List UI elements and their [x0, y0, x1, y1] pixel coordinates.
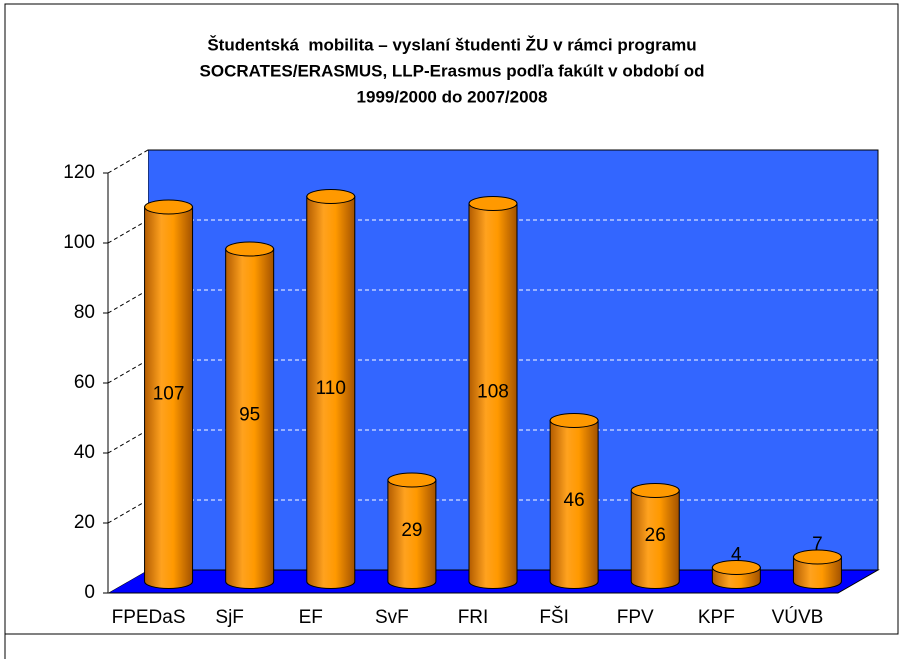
x-tick-label: FŠI [539, 606, 569, 628]
y-tick-label: 60 [74, 372, 95, 393]
data-label: 110 [316, 378, 346, 399]
bar-body [549, 420, 599, 589]
bar-top [144, 199, 194, 215]
bar-body [630, 490, 680, 589]
x-tick-label: SvF [375, 607, 409, 628]
bar-top [792, 549, 842, 565]
bar [387, 472, 437, 589]
chart-title: SOCRATES/ERASMUS, LLP-Erasmus podľa fakú… [200, 61, 705, 80]
x-tick-label: KPF [698, 607, 735, 628]
y-tick-label: 120 [63, 162, 95, 183]
bar [468, 196, 518, 589]
chart-title: 1999/2000 do 2007/2008 [357, 87, 548, 106]
x-tick-label: SjF [215, 607, 244, 628]
side-grid-line [107, 429, 149, 454]
data-label: 108 [477, 382, 509, 403]
data-label: 95 [239, 404, 260, 425]
side-grid-line [107, 499, 149, 524]
chart-title: Študentská mobilita – vyslaní študenti Ž… [207, 35, 696, 54]
bar [792, 549, 842, 589]
side-grid-line [107, 219, 149, 244]
side-grid-line [107, 359, 149, 384]
bar [711, 560, 761, 589]
bar-body [387, 479, 437, 589]
y-tick-label: 20 [74, 512, 95, 533]
bar-top [630, 483, 680, 498]
bar-top [387, 472, 437, 488]
y-tick-label: 80 [74, 302, 95, 323]
data-label: 29 [401, 520, 422, 541]
x-tick-label: FPEDaS [112, 607, 186, 628]
bar-top [549, 413, 599, 428]
data-label: 4 [731, 545, 742, 566]
side-grid-line [107, 289, 149, 314]
data-label: 26 [645, 525, 666, 546]
bar-body [225, 248, 275, 589]
data-label: 7 [812, 534, 823, 555]
x-tick-label: EF [299, 607, 323, 628]
data-label: 107 [153, 383, 185, 404]
bar-body [792, 556, 842, 589]
y-tick-label: 0 [84, 582, 95, 603]
bar [630, 483, 680, 589]
x-tick-label: FPV [617, 607, 654, 628]
y-tick-label: 40 [74, 442, 95, 463]
x-tick-label: FRI [458, 607, 489, 628]
bar-body [468, 203, 518, 589]
bar-top [711, 560, 761, 575]
data-label: 46 [564, 490, 585, 511]
y-tick-label: 100 [63, 232, 95, 253]
bar-top [468, 196, 518, 211]
bar-body [306, 196, 356, 589]
bar [306, 189, 356, 589]
bar-top [225, 241, 275, 257]
bar-top [306, 189, 356, 204]
bar [225, 241, 275, 589]
bar [144, 199, 194, 589]
x-tick-label: VÚVB [772, 606, 824, 628]
side-edge [107, 149, 149, 174]
bar-body [144, 206, 194, 589]
bar [549, 413, 599, 589]
